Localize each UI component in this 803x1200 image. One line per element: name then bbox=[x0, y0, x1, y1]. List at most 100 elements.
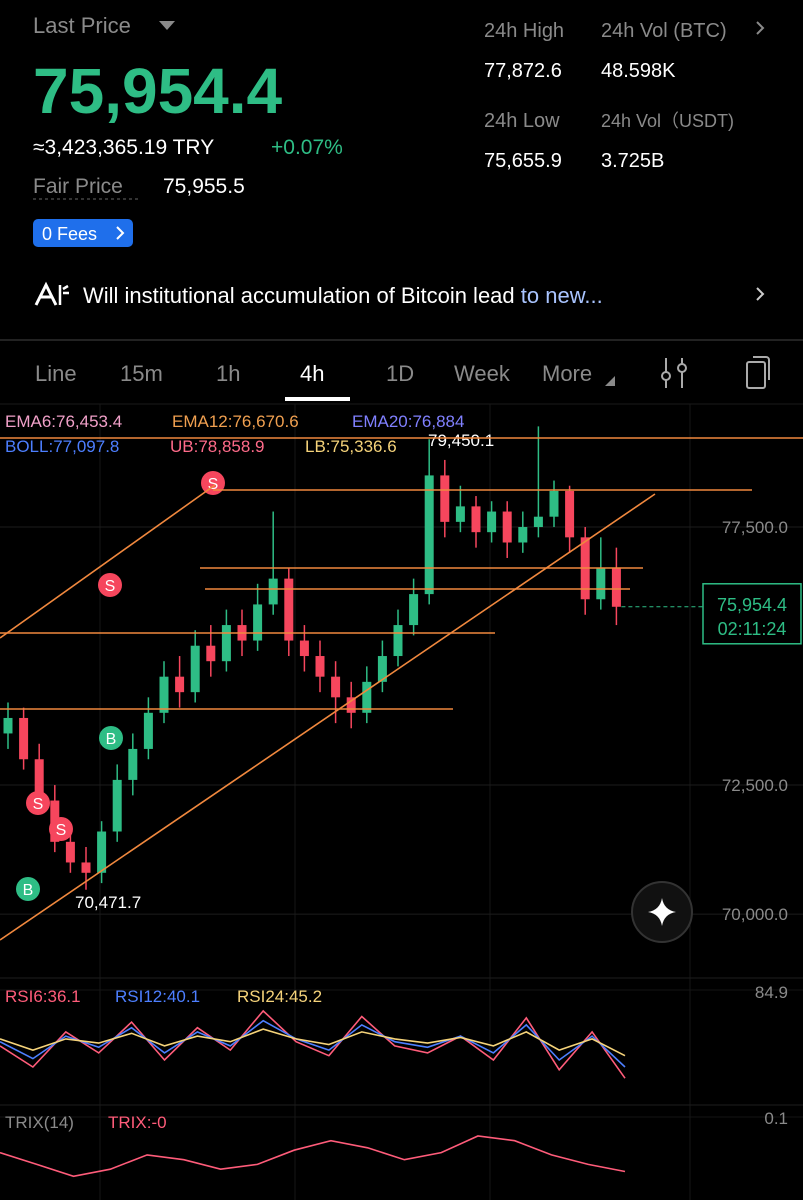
last-price-label[interactable]: Last Price bbox=[33, 13, 131, 38]
high-annotation: 79,450.1 bbox=[428, 431, 494, 450]
ai-banner[interactable]: Will institutional accumulation of Bitco… bbox=[34, 281, 765, 308]
candle-body bbox=[502, 511, 512, 543]
candle-body bbox=[190, 645, 200, 693]
candle-body bbox=[175, 676, 185, 693]
candle-body bbox=[393, 625, 403, 657]
signal-badge bbox=[26, 791, 50, 815]
legend-rsi6: RSI6:36.1 bbox=[5, 987, 81, 1006]
candle-body bbox=[596, 568, 606, 600]
candle-body bbox=[81, 862, 91, 873]
candle-body bbox=[487, 511, 497, 533]
signal-label: S bbox=[56, 822, 67, 839]
low-annotation: 70,471.7 bbox=[75, 893, 141, 912]
price-tag: 75,954.4 bbox=[717, 595, 787, 615]
signal-badge bbox=[99, 726, 123, 750]
signal-badge bbox=[49, 817, 73, 841]
candle-body bbox=[346, 697, 356, 713]
button-label[interactable]: 0 Fees bbox=[42, 224, 97, 244]
y-tick-label: 84.9 bbox=[755, 983, 788, 1002]
button-bg[interactable] bbox=[33, 219, 133, 247]
y-tick-label: 70,000.0 bbox=[722, 905, 788, 924]
candle-body bbox=[455, 506, 465, 522]
rsi-chart: 84.9 bbox=[0, 983, 803, 1079]
fair-price-label[interactable]: Fair Price bbox=[33, 175, 123, 198]
legend-trix14: TRIX(14) bbox=[5, 1113, 74, 1132]
vertical-grid bbox=[99, 404, 691, 1200]
candle-body bbox=[549, 490, 559, 517]
signal-label: S bbox=[105, 578, 116, 595]
fullscreen-icon[interactable] bbox=[746, 356, 770, 389]
candle-body bbox=[65, 841, 75, 863]
tab[interactable]: 15m bbox=[120, 361, 163, 386]
indicator-line bbox=[0, 1135, 626, 1178]
legend-ema20: EMA20:76,884 bbox=[352, 412, 464, 431]
legend-ema6: EMA6:76,453.4 bbox=[5, 412, 122, 431]
legend-ub: UB:78,858.9 bbox=[170, 437, 265, 456]
candle-body bbox=[518, 527, 528, 543]
signal-badge bbox=[201, 471, 225, 495]
last-price: 75,954.4 bbox=[33, 55, 283, 127]
y-tick-label: 0.1 bbox=[764, 1109, 788, 1128]
legend-trix: TRIX:-0 bbox=[108, 1113, 167, 1132]
tab[interactable]: Line bbox=[35, 361, 77, 386]
vol-btc-value: 48.598K bbox=[601, 60, 676, 82]
vol-usdt-value: 3.725B bbox=[601, 150, 664, 172]
tab[interactable]: 1h bbox=[216, 361, 240, 386]
candle-body bbox=[565, 490, 575, 538]
banner-text[interactable]: Will institutional accumulation of Bitco… bbox=[83, 283, 603, 308]
converted-price: ≈3,423,365.19 TRY bbox=[33, 136, 214, 159]
banner-question[interactable]: Will institutional accumulation of Bitco… bbox=[83, 283, 515, 308]
candle-body bbox=[19, 717, 29, 760]
legend-ema12: EMA12:76,670.6 bbox=[172, 412, 299, 431]
tab[interactable]: 4h bbox=[300, 361, 324, 386]
candle-body bbox=[34, 759, 44, 801]
candle-body bbox=[424, 475, 434, 595]
candle-body bbox=[331, 676, 341, 698]
indicator-settings-icon[interactable] bbox=[661, 358, 687, 388]
candle-body bbox=[268, 578, 278, 605]
countdown: 02:11:24 bbox=[718, 619, 787, 639]
price-chart[interactable]: 77,500.0 72,500.0 70,000.0 75,954.4 02:11:24… bbox=[0, 426, 803, 924]
candle-body bbox=[221, 625, 231, 662]
candle-body bbox=[533, 516, 543, 528]
ai-float-button[interactable] bbox=[631, 881, 693, 943]
candle-body bbox=[97, 831, 107, 873]
candle-body bbox=[206, 645, 216, 662]
candle-body bbox=[3, 717, 13, 734]
tab-underline bbox=[285, 397, 350, 401]
banner-link[interactable]: to new... bbox=[515, 283, 603, 308]
dropdown-icon[interactable] bbox=[159, 21, 175, 30]
low-label: 24h Low bbox=[484, 110, 560, 132]
tab[interactable]: More bbox=[542, 361, 592, 386]
signal-label: S bbox=[33, 796, 44, 813]
indicator-line bbox=[0, 1009, 626, 1079]
trix-chart: 0.1 bbox=[0, 1109, 803, 1178]
vol-btc-label[interactable]: 24h Vol (BTC) bbox=[601, 20, 727, 42]
candle-body bbox=[112, 779, 122, 832]
chevron bbox=[116, 226, 125, 240]
fees-button[interactable]: 0 Fees bbox=[33, 219, 133, 247]
fair-price: 75,955.5 bbox=[163, 175, 245, 198]
low-value: 75,655.9 bbox=[484, 150, 562, 172]
tab[interactable]: Week bbox=[454, 361, 511, 386]
candle-body bbox=[409, 594, 419, 626]
candle-body bbox=[440, 475, 450, 522]
indicator-line bbox=[0, 1019, 626, 1068]
tabs: Line 15m 1h 4h 1D Week More bbox=[35, 361, 592, 401]
candle-body bbox=[362, 681, 372, 713]
candle-body bbox=[471, 506, 481, 533]
high-label: 24h High bbox=[484, 20, 564, 42]
tab[interactable]: 1D bbox=[386, 361, 414, 386]
candle-body bbox=[284, 578, 294, 641]
chevron[interactable] bbox=[756, 21, 765, 35]
ai-icon-spark bbox=[58, 284, 69, 305]
candle-body bbox=[611, 568, 621, 607]
candle-body bbox=[377, 656, 387, 682]
y-tick-label: 77,500.0 bbox=[722, 518, 788, 537]
price-change: +0.07% bbox=[271, 136, 343, 159]
legend-boll: BOLL:77,097.8 bbox=[5, 437, 119, 456]
price-tag-box bbox=[702, 583, 802, 645]
